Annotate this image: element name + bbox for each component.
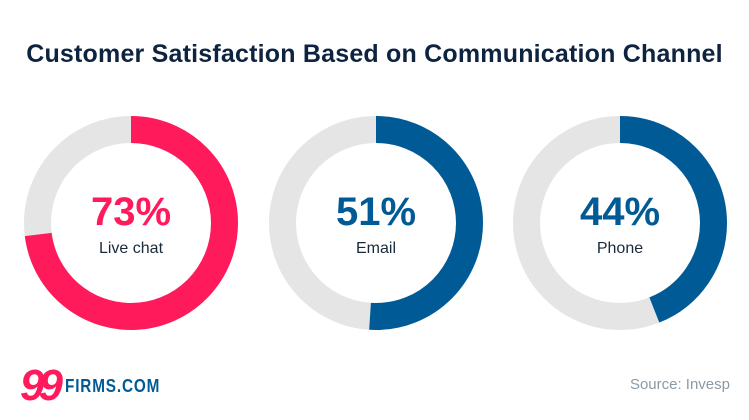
donut-slice-2	[513, 116, 727, 330]
category-label: Email	[356, 240, 396, 257]
logo-text: FIRMS.COM	[64, 375, 161, 396]
logo-99firms: 99 FIRMS.COM	[20, 361, 177, 410]
source-note: Source: Invesp	[629, 376, 730, 393]
value-label: 44%	[580, 190, 660, 234]
value-label: 73%	[91, 190, 171, 234]
category-label: Phone	[597, 240, 643, 257]
donut-slice-1	[269, 116, 483, 330]
logo-number: 99	[20, 361, 63, 410]
donut-slice-0	[24, 116, 238, 330]
chart-title: Customer Satisfaction Based on Communica…	[26, 40, 723, 68]
value-label: 51%	[336, 190, 416, 234]
category-label: Live chat	[99, 240, 164, 257]
